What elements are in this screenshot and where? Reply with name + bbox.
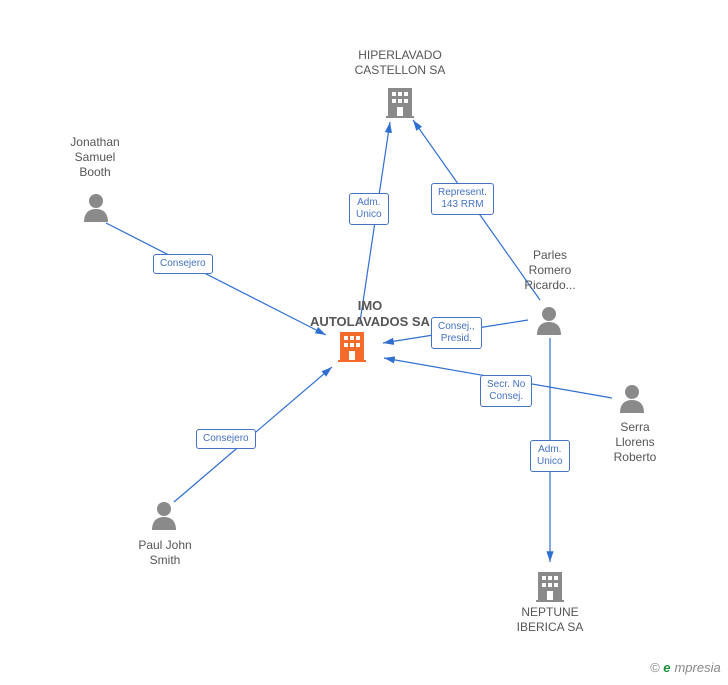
node-label-hiperlavado: HIPERLAVADO CASTELLON SA — [330, 48, 470, 78]
node-label-paul: Paul John Smith — [120, 538, 210, 568]
brand-e: e — [663, 660, 670, 675]
edge-label-e-serra-imo: Secr. No Consej. — [480, 375, 532, 407]
node-label-parles: Parles Romero Ricardo... — [505, 248, 595, 293]
node-label-neptune: NEPTUNE IBERICA SA — [490, 605, 610, 635]
person-icon[interactable] — [150, 500, 178, 535]
building-icon[interactable] — [384, 86, 416, 123]
edge-label-e-parles-imo: Consej., Presid. — [431, 317, 482, 349]
watermark: © e mpresia — [650, 660, 721, 675]
edge-label-e-parles-hiperlavado: Represent. 143 RRM — [431, 183, 494, 215]
edge-label-e-jonathan-imo: Consejero — [153, 254, 213, 274]
node-label-serra: Serra Llorens Roberto — [595, 420, 675, 465]
building-icon[interactable] — [534, 570, 566, 607]
copyright-symbol: © — [650, 660, 660, 675]
edge-label-e-imo-hiperlavado: Adm. Unico — [349, 193, 389, 225]
node-label-imo: IMO AUTOLAVADOS SA — [290, 298, 450, 331]
person-icon[interactable] — [618, 383, 646, 418]
edge-label-e-parles-neptune: Adm. Unico — [530, 440, 570, 472]
building-icon[interactable] — [336, 330, 368, 367]
node-label-jonathan: Jonathan Samuel Booth — [50, 135, 140, 180]
edge-label-e-paul-imo: Consejero — [196, 429, 256, 449]
person-icon[interactable] — [82, 192, 110, 227]
person-icon[interactable] — [535, 305, 563, 340]
brand-text: mpresia — [674, 660, 720, 675]
